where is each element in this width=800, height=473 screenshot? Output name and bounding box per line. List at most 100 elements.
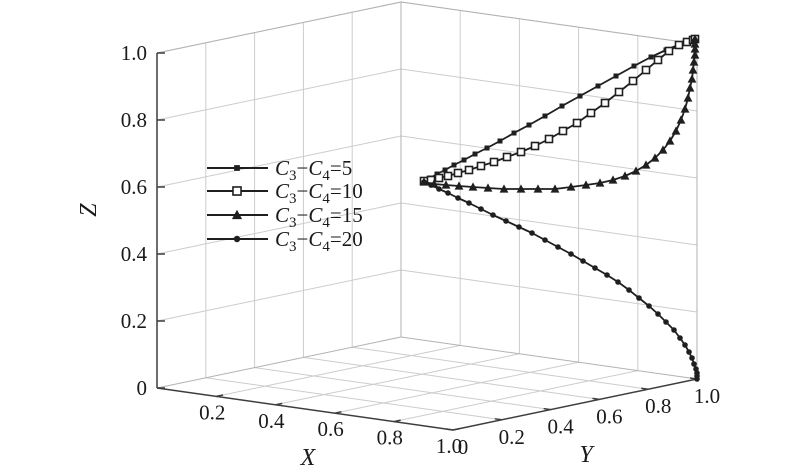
legend-label-part: C xyxy=(308,227,323,251)
curve-marker-circle xyxy=(529,230,535,236)
curve-marker-square-small xyxy=(542,113,548,119)
legend-label-part: C xyxy=(275,156,290,180)
curve-marker-square-small xyxy=(613,73,619,79)
curve-marker-triangle xyxy=(665,136,675,145)
axis-titles: X Y Z xyxy=(76,203,595,471)
grid-lines xyxy=(156,1,698,423)
curve-marker-triangle xyxy=(595,178,605,187)
grid-line xyxy=(303,356,600,400)
x-axis-line xyxy=(156,387,454,431)
legend-label-part: =20 xyxy=(330,227,363,251)
curve-marker-triangle xyxy=(685,83,695,92)
curve-marker-square-small xyxy=(511,130,517,136)
legend-label: C3−C4=10 xyxy=(275,179,363,207)
legend-item: C3−C4=5 xyxy=(207,156,352,184)
curve-marker-circle xyxy=(646,303,652,309)
curve-marker-circle xyxy=(436,186,442,192)
curve-marker-square-open xyxy=(664,46,674,56)
curve-marker-square-open xyxy=(232,186,242,196)
x-tick-mark xyxy=(393,419,401,423)
curve-marker-square-small xyxy=(451,162,457,168)
curve-series-3 xyxy=(419,34,700,193)
curve-marker-square-open xyxy=(558,126,568,136)
curve-marker-circle xyxy=(421,179,427,185)
curve-marker-triangle xyxy=(658,145,668,154)
y-tick-label: 0.8 xyxy=(645,394,671,418)
curve-marker-triangle xyxy=(690,50,700,59)
data-curves xyxy=(419,34,700,382)
y-tick-mark xyxy=(592,397,600,401)
curve-marker-circle xyxy=(516,224,522,230)
x-tick-mark xyxy=(216,394,224,398)
legend-label-part: 3 xyxy=(289,168,297,184)
curve-marker-circle xyxy=(592,265,598,271)
y-tick-label: 0.4 xyxy=(547,415,574,439)
curve-marker-circle xyxy=(677,335,683,341)
y-tick-mark xyxy=(445,428,454,431)
grid-line xyxy=(400,68,698,112)
curve-marker-square-open xyxy=(502,152,512,162)
curve-marker-triangle xyxy=(581,180,591,189)
legend-item: C3−C4=15 xyxy=(207,203,363,231)
box-edge xyxy=(400,1,698,45)
curve-marker-triangle xyxy=(566,182,576,191)
grid-line xyxy=(393,370,638,423)
curve-marker-circle xyxy=(604,272,610,278)
grid-line xyxy=(205,377,502,421)
y-tick-label: 0.6 xyxy=(596,404,622,428)
curve-marker-circle xyxy=(636,295,642,301)
grid-line xyxy=(156,135,402,188)
curve-marker-triangle xyxy=(550,184,560,193)
curve-marker-circle xyxy=(490,212,496,218)
curve-marker-triangle xyxy=(631,166,641,175)
x-tick-mark xyxy=(275,402,283,406)
y-tick-mark xyxy=(494,418,502,421)
y-tick-mark xyxy=(543,407,551,411)
curve-marker-square-open xyxy=(443,171,453,181)
curve-marker-circle xyxy=(694,376,700,382)
z-tick-label: 0.2 xyxy=(121,309,147,333)
legend-label-part: − xyxy=(297,227,309,251)
curve-marker-circle xyxy=(689,355,695,361)
curve-marker-square-small xyxy=(577,93,583,99)
curve-marker-triangle xyxy=(689,57,699,66)
x-tick-label: 0.8 xyxy=(377,426,403,450)
grid-line xyxy=(400,135,698,179)
curve-marker-triangle xyxy=(231,209,243,220)
curve-marker-triangle xyxy=(680,104,690,113)
y-tick-label: 0 xyxy=(458,435,469,459)
x-tick-mark xyxy=(452,427,461,431)
curve-marker-square-small xyxy=(526,122,532,128)
legend-label-part: 4 xyxy=(322,191,330,207)
curve-marker-square-small xyxy=(442,167,448,173)
z-tick-label: 0.6 xyxy=(121,175,147,199)
curve-marker-triangle xyxy=(454,181,464,190)
x-tick-label: 0.2 xyxy=(199,400,225,424)
curve-marker-triangle xyxy=(690,34,700,43)
curve-marker-triangle xyxy=(683,93,693,102)
grid-line xyxy=(334,361,579,414)
y-tick-mark xyxy=(641,387,649,390)
grid-line xyxy=(156,269,402,322)
grid-line xyxy=(400,269,698,313)
legend-label-part: C xyxy=(275,203,290,227)
curve-marker-square-open xyxy=(572,118,582,128)
curve-marker-triangle xyxy=(650,153,660,162)
curve-marker-triangle xyxy=(641,160,651,169)
curve-marker-square-small xyxy=(484,145,490,151)
curve-marker-square-small xyxy=(472,151,478,157)
legend-label: C3−C4=5 xyxy=(275,156,352,184)
curve-marker-square-open xyxy=(628,76,638,86)
curve-marker-triangle xyxy=(441,180,451,189)
curve-marker-circle xyxy=(555,244,561,250)
grid-line xyxy=(275,353,520,406)
z-tick-label: 0.4 xyxy=(121,242,148,266)
legend-label-part: 4 xyxy=(322,239,330,255)
legend-label-part: 3 xyxy=(289,215,297,231)
grid-line xyxy=(156,68,402,121)
x-axis-title: X xyxy=(300,445,317,471)
curve-marker-triangle xyxy=(687,74,697,83)
curve-marker-circle xyxy=(503,218,509,224)
curve-marker-square-open xyxy=(674,40,684,50)
